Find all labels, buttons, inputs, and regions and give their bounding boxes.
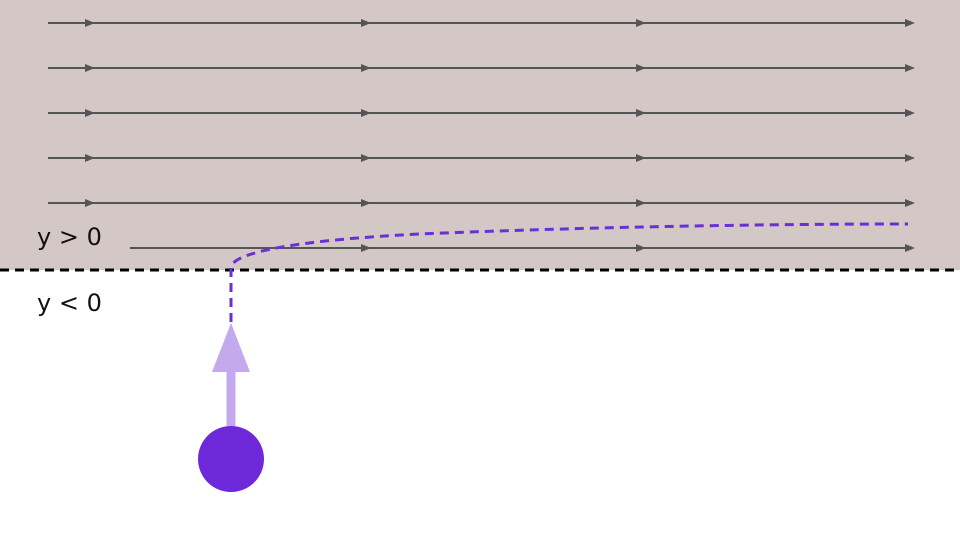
velocity-arrow (212, 323, 250, 426)
upper-region-label: y > 0 (37, 223, 102, 251)
lower-region-label: y < 0 (37, 289, 102, 317)
flow-streamlines (48, 19, 915, 252)
particle-trajectory (229, 222, 909, 322)
particle (198, 426, 264, 492)
